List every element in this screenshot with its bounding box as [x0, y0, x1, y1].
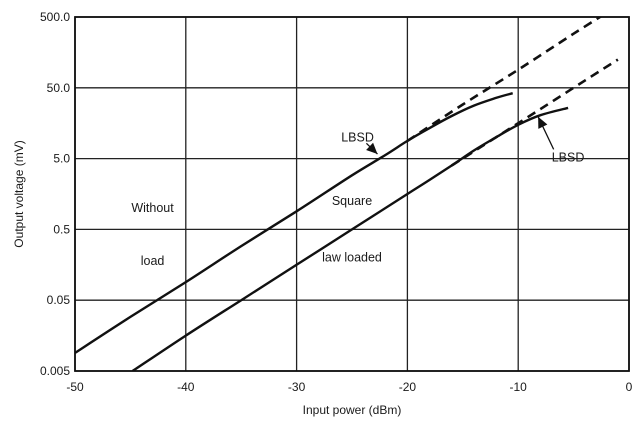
series-line-0-solid — [75, 92, 514, 354]
x-axis-label: Input power (dBm) — [303, 403, 402, 417]
lbsd-arrow-lower-head — [538, 116, 548, 129]
series-line-2-solid — [131, 106, 569, 371]
plot-frame — [74, 16, 630, 372]
annotation-2: Without — [131, 201, 174, 215]
lbsd-arrow-upper-head — [366, 142, 378, 155]
y-tick-label-3: 5.0 — [53, 152, 70, 166]
x-tick-label-3: -20 — [399, 380, 417, 394]
y-tick-label-0: 0.005 — [40, 364, 70, 378]
annotations: LBSD LBSD Without load Square law loaded — [131, 130, 584, 268]
annotation-5: law loaded — [322, 251, 382, 265]
series-group — [75, 17, 619, 371]
y-tick-label-4: 50.0 — [47, 81, 71, 95]
x-tick-label-2: -30 — [288, 380, 306, 394]
y-tick-labels: 0.005 0.05 0.5 5.0 50.0 500.0 — [40, 10, 70, 378]
x-tick-label-0: -50 — [66, 380, 84, 394]
series-line-1-dashed — [406, 17, 603, 142]
y-tick-label-5: 500.0 — [40, 10, 70, 24]
series-line-3-dashed — [451, 58, 619, 167]
annotation-0: LBSD — [341, 130, 374, 144]
x-tick-labels: -50 -40 -30 -20 -10 0 — [66, 380, 632, 394]
annotation-1: LBSD — [552, 150, 585, 164]
y-tick-label-1: 0.05 — [47, 293, 71, 307]
y-tick-label-2: 0.5 — [53, 222, 70, 236]
annotation-arrows — [365, 116, 555, 155]
annotation-4: Square — [332, 194, 372, 208]
y-axis-label: Output voltage (mV) — [12, 140, 26, 247]
x-tick-label-5: 0 — [626, 380, 633, 394]
annotation-3: load — [141, 254, 165, 268]
x-tick-label-4: -10 — [510, 380, 528, 394]
x-tick-label-1: -40 — [177, 380, 195, 394]
